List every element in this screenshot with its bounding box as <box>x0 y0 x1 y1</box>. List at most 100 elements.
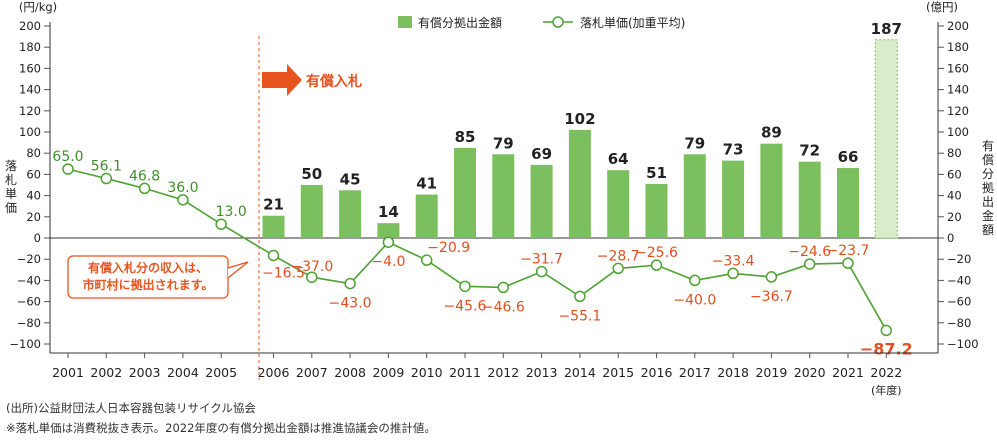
xtick-label: 2019 <box>755 365 787 380</box>
line-value-label: −4.0 <box>371 254 405 270</box>
line-point <box>765 271 778 283</box>
xtick-label: 2001 <box>52 365 84 380</box>
bar-value-label: 73 <box>723 141 744 159</box>
line-value-label: 46.8 <box>129 168 160 184</box>
xtick-label: 2005 <box>205 365 237 380</box>
ytick-left-label: 180 <box>19 40 41 54</box>
ytick-left-label: −40 <box>17 273 41 287</box>
y-right-title-char: 拠 <box>982 181 994 195</box>
paid-start-label: 有償入札 <box>306 73 362 90</box>
bar <box>760 143 783 238</box>
y-left-title-char: 落 <box>5 159 17 173</box>
y-left-title-char: 価 <box>5 201 17 215</box>
ytick-left-label: 40 <box>26 189 41 203</box>
ytick-right-label: 60 <box>947 167 962 181</box>
legend-bar-label: 有償分拠出金額 <box>418 15 502 30</box>
notes: (出所)公益財団法人日本容器包装リサイクル協会 ※落札単価は消費税抜き表示。20… <box>6 398 436 438</box>
line-value-label: −46.6 <box>482 299 525 315</box>
xtick-label: 2017 <box>679 365 711 380</box>
xtick-label: 2007 <box>296 365 328 380</box>
ytick-right-label: −20 <box>947 252 971 266</box>
ytick-left-label: 0 <box>34 231 41 245</box>
ytick-right-label: −40 <box>947 273 971 287</box>
xtick-label: 2011 <box>449 365 481 380</box>
ytick-right-label: 100 <box>947 125 969 139</box>
line-point <box>612 262 624 275</box>
bar-value-label: 66 <box>838 148 859 166</box>
source-note: (出所)公益財団法人日本容器包装リサイクル協会 <box>6 401 256 415</box>
xtick-label: 2012 <box>487 365 519 380</box>
bar-value-label: 69 <box>531 145 552 163</box>
xtick-label: 2006 <box>258 365 290 380</box>
y-right-title-char: 償 <box>982 153 994 167</box>
line-point <box>62 163 74 175</box>
bar-value-label: 102 <box>564 110 595 128</box>
y-right-title-char: 金 <box>982 208 994 223</box>
ytick-left-label: 20 <box>26 210 41 224</box>
bar-value-label: 85 <box>455 128 476 146</box>
y-right-title-char: 出 <box>982 195 994 209</box>
bar <box>798 161 821 238</box>
line-point <box>842 257 854 269</box>
ytick-left-label: 80 <box>26 146 41 160</box>
line-value-label: −28.7 <box>597 248 640 264</box>
line-point <box>215 218 227 230</box>
xtick-label: 2014 <box>564 365 596 380</box>
line-value-label: −43.0 <box>329 296 372 312</box>
bar <box>454 147 476 238</box>
line-point <box>420 254 433 266</box>
x-axis-unit: (年度) <box>871 383 902 397</box>
line-value-label: −24.6 <box>788 244 831 260</box>
bar <box>377 223 400 238</box>
ytick-left-label: −20 <box>17 252 41 266</box>
bar-value-label: 50 <box>301 165 322 183</box>
line-point <box>100 172 113 185</box>
bar-value-label: 79 <box>493 134 514 152</box>
bar <box>300 185 323 238</box>
line-point <box>880 324 893 337</box>
line-value-label: 65.0 <box>52 149 83 165</box>
ytick-right-label: 160 <box>947 61 969 75</box>
callout-text-line: 有償入札分の収入は、 <box>88 260 208 275</box>
xtick-label: 2020 <box>794 365 826 380</box>
ytick-left-label: 60 <box>26 167 41 181</box>
ytick-right-label: −80 <box>947 316 971 330</box>
xtick-label: 2022 <box>870 365 902 380</box>
ytick-right-label: 140 <box>947 83 969 97</box>
line-value-label: −33.4 <box>712 253 755 269</box>
xtick-label: 2015 <box>602 365 634 380</box>
line-value-label: −87.2 <box>860 339 913 358</box>
ytick-left-label: −100 <box>9 337 41 351</box>
xtick-label: 2018 <box>717 365 749 380</box>
line-point <box>382 236 395 248</box>
y-right-unit: (億円) <box>926 0 958 14</box>
line-value-label: 13.0 <box>216 204 247 220</box>
xtick-label: 2013 <box>526 365 558 380</box>
callout-text-line: 市町村に拠出されます。 <box>83 277 214 292</box>
line-point <box>727 267 739 280</box>
legend-line-marker <box>552 16 564 28</box>
bar <box>492 154 515 238</box>
line-point <box>177 194 189 206</box>
line-point <box>803 258 816 270</box>
bar-value-label: 79 <box>684 134 705 152</box>
line-value-label: −16.5 <box>262 265 305 281</box>
bar-value-label: 14 <box>378 203 399 221</box>
line-value-label: −55.1 <box>558 308 601 324</box>
xtick-label: 2016 <box>641 365 673 380</box>
line-point <box>497 281 510 294</box>
bar-value-label: 41 <box>416 175 437 193</box>
ytick-right-label: 20 <box>947 210 962 224</box>
ytick-left-label: 160 <box>19 61 41 75</box>
line-point <box>650 259 663 271</box>
ytick-left-label: 100 <box>19 125 41 139</box>
footnote: ※落札単価は消費税抜き表示。2022年度の有償分拠出金額は推進協議会の推計値。 <box>6 421 436 435</box>
line-point <box>344 277 356 290</box>
ytick-left-label: −80 <box>17 316 41 330</box>
ytick-right-label: 120 <box>947 104 969 118</box>
bar <box>339 190 362 238</box>
y-right-title-char: 額 <box>982 223 994 237</box>
ytick-right-label: 180 <box>947 40 969 54</box>
